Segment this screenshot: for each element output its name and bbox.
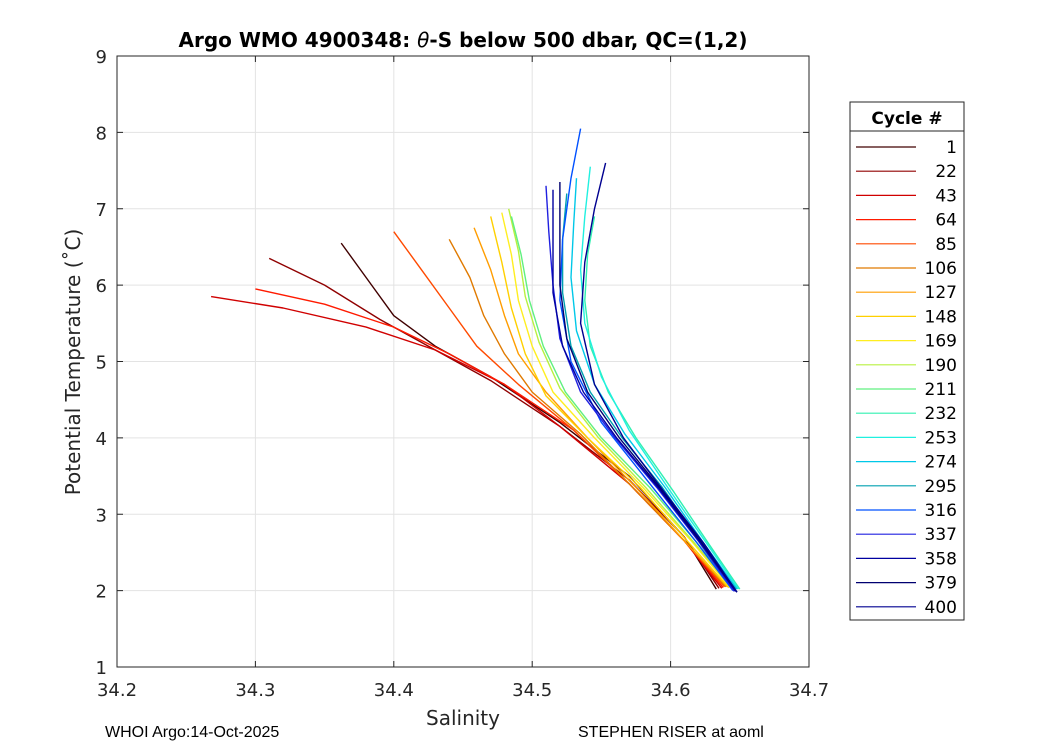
x-axis-ticks: 34.2 34.3 34.4 34.5 34.6 34.7 bbox=[97, 56, 829, 701]
series-line-cycle-358 bbox=[552, 189, 737, 592]
series-line-cycle-232 bbox=[584, 216, 741, 590]
x-tick-label: 34.5 bbox=[512, 680, 552, 701]
x-tick-label: 34.6 bbox=[651, 680, 691, 701]
legend-entries: 1 22 43 64 85 106 127 148 169 190 211 232 253 274 295 3… bbox=[856, 138, 957, 618]
y-tick-label: 9 bbox=[96, 47, 107, 68]
x-tick-label: 34.7 bbox=[789, 680, 829, 701]
series-line-cycle-22 bbox=[268, 257, 720, 589]
footer-left-text: WHOI Argo:14-Oct-2025 bbox=[105, 724, 280, 741]
legend-label-379: 379 bbox=[925, 574, 957, 594]
legend-label-316: 316 bbox=[925, 501, 957, 521]
y-tick-label: 1 bbox=[96, 658, 107, 679]
legend-label-127: 127 bbox=[925, 283, 957, 303]
legend-label-43: 43 bbox=[935, 186, 957, 206]
legend-label-295: 295 bbox=[925, 477, 957, 497]
series-line-cycle-400 bbox=[579, 162, 738, 593]
y-axis-ticks: 1 2 3 4 5 6 7 8 9 bbox=[96, 47, 809, 679]
series-line-cycle-337 bbox=[545, 185, 735, 592]
y-tick-label: 5 bbox=[96, 353, 107, 374]
y-tick-label: 3 bbox=[96, 505, 107, 526]
legend-label-274: 274 bbox=[925, 453, 957, 473]
x-tick-label: 34.2 bbox=[97, 680, 137, 701]
legend-label-358: 358 bbox=[925, 549, 957, 569]
legend-label-22: 22 bbox=[935, 162, 957, 182]
y-tick-label: 2 bbox=[96, 582, 107, 603]
legend-label-400: 400 bbox=[925, 598, 957, 618]
series-line-cycle-211 bbox=[510, 216, 735, 589]
chart-title: Argo WMO 4900348: θ-S below 500 dbar, QC… bbox=[179, 28, 748, 52]
title-theta-symbol: θ bbox=[417, 28, 429, 52]
legend-title: Cycle # bbox=[871, 109, 942, 129]
legend-label-106: 106 bbox=[925, 259, 957, 279]
series-line-cycle-316 bbox=[559, 128, 734, 592]
x-axis-label: Salinity bbox=[426, 706, 500, 730]
legend-label-169: 169 bbox=[925, 332, 957, 352]
series-line-cycle-148 bbox=[490, 216, 730, 589]
y-tick-label: 6 bbox=[96, 276, 107, 297]
legend-label-148: 148 bbox=[925, 307, 957, 327]
legend: Cycle # 1 22 43 64 85 106 127 148 169 190 211 232 25… bbox=[849, 101, 965, 621]
series-line-cycle-253 bbox=[579, 166, 739, 590]
series-line-cycle-127 bbox=[473, 227, 728, 588]
series-line-cycle-379 bbox=[559, 182, 738, 593]
legend-label-85: 85 bbox=[935, 235, 957, 255]
series-line-cycle-106 bbox=[448, 238, 727, 588]
footer-right-text: STEPHEN RISER at aoml bbox=[578, 724, 764, 741]
legend-label-190: 190 bbox=[925, 356, 957, 376]
series-line-cycle-169 bbox=[501, 212, 731, 589]
y-tick-label: 7 bbox=[96, 200, 107, 221]
x-tick-label: 34.3 bbox=[235, 680, 275, 701]
legend-label-211: 211 bbox=[925, 380, 957, 400]
series-layer bbox=[210, 128, 741, 593]
y-tick-label: 4 bbox=[96, 429, 107, 450]
y-tick-label: 8 bbox=[96, 123, 107, 144]
legend-label-232: 232 bbox=[925, 404, 957, 424]
x-tick-label: 34.4 bbox=[374, 680, 414, 701]
legend-label-337: 337 bbox=[925, 525, 957, 545]
legend-label-253: 253 bbox=[925, 428, 957, 448]
legend-label-1: 1 bbox=[946, 138, 957, 158]
y-axis-label: Potential Temperature (˚C) bbox=[61, 229, 85, 496]
legend-label-64: 64 bbox=[935, 211, 957, 231]
series-line-cycle-190 bbox=[508, 208, 733, 589]
